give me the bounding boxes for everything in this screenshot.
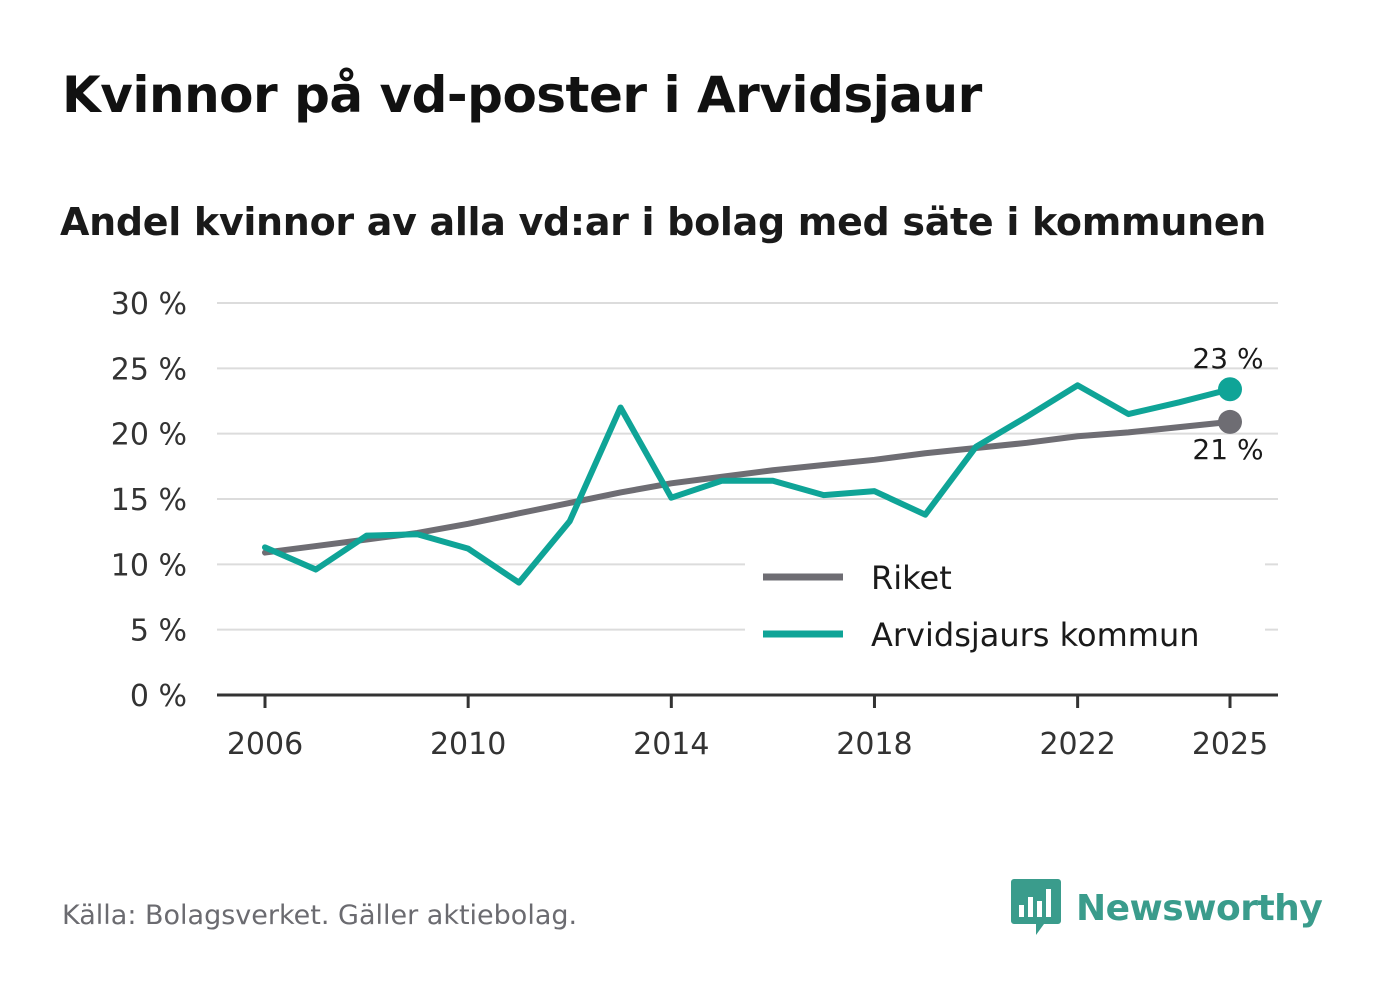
series-line-arvidsjaur bbox=[262, 382, 1233, 586]
y-tick-label: 5 % bbox=[130, 614, 187, 649]
brand-name: Newsworthy bbox=[1076, 887, 1323, 929]
legend-label: Arvidsjaurs kommun bbox=[871, 616, 1200, 654]
x-tick-label: 2022 bbox=[1039, 727, 1115, 762]
line-chart: 0 %5 %10 %15 %20 %25 %30 % 2006 2010 2014 2… bbox=[111, 287, 1278, 762]
x-tick-label: 2018 bbox=[836, 727, 912, 762]
y-tick-label: 0 % bbox=[130, 679, 187, 714]
series-lines bbox=[262, 382, 1233, 586]
legend-background bbox=[745, 545, 1265, 675]
brand-logo: Newsworthy bbox=[1010, 877, 1323, 939]
y-axis-ticks: 0 % 5 % 10 % 15 % 20 % 25 % 30 % bbox=[111, 287, 187, 714]
end-label: 23 % bbox=[1192, 342, 1263, 375]
x-tick-label: 2025 bbox=[1192, 727, 1268, 762]
y-tick-label: 30 % bbox=[111, 287, 187, 322]
end-points: 21 % 23 % bbox=[1192, 342, 1263, 466]
y-tick-label: 10 % bbox=[111, 548, 187, 583]
y-tick-label: 15 % bbox=[111, 483, 187, 518]
series-line-riket bbox=[262, 418, 1233, 556]
end-label: 21 % bbox=[1192, 433, 1263, 466]
y-tick-label: 25 % bbox=[111, 352, 187, 387]
y-tick-label: 20 % bbox=[111, 418, 187, 453]
end-point-riket bbox=[1218, 409, 1242, 434]
chart-title: Kvinnor på vd-poster i Arvidsjaur bbox=[62, 66, 982, 124]
legend-label: Riket bbox=[871, 559, 952, 597]
legend: Riket Arvidsjaurs kommun bbox=[745, 545, 1265, 675]
x-tick-label: 2014 bbox=[633, 727, 709, 762]
chart-subtitle: Andel kvinnor av alla vd:ar i bolag med … bbox=[60, 200, 1267, 244]
x-tick-label: 2010 bbox=[430, 727, 506, 762]
newsworthy-icon bbox=[1011, 879, 1061, 935]
x-tick-label: 2006 bbox=[227, 727, 303, 762]
end-point-arvidsjaur bbox=[1218, 377, 1242, 402]
x-axis: 2006 2010 2014 2018 2022 2025 bbox=[217, 693, 1278, 762]
source-note: Källa: Bolagsverket. Gäller aktiebolag. bbox=[62, 900, 578, 931]
